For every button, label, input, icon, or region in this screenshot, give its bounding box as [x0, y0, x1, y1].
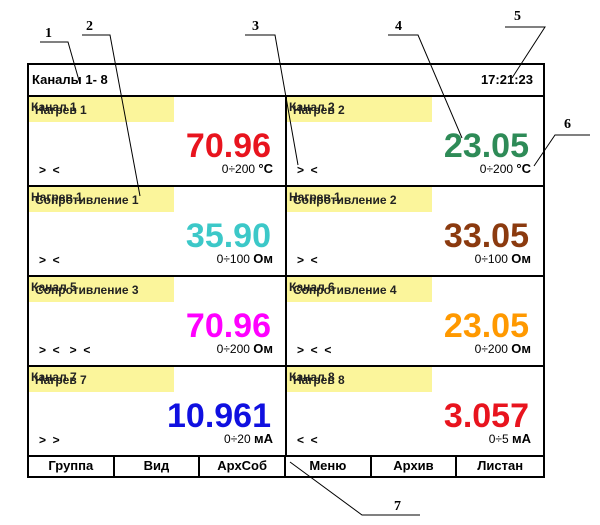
callout-number: 5	[514, 9, 521, 24]
channel-label: Нагрев 1	[31, 190, 83, 204]
channel-tag	[29, 97, 174, 122]
clock: 17:21:23	[480, 72, 533, 87]
limit-indicator: < <	[297, 433, 318, 447]
limit-indicator: > <	[39, 163, 60, 177]
channel-cell: Канал 2 Нагрев 2 23.05 0÷200 °C > <	[287, 97, 543, 187]
channel-label: Нагрев 1	[35, 103, 87, 117]
limit-indicator: > <	[297, 253, 318, 267]
range: 0÷20	[224, 432, 251, 446]
callout-number: 6	[564, 117, 571, 132]
limit-indicator: > >	[39, 433, 60, 447]
range: 0÷200	[221, 162, 256, 176]
soft-key[interactable]: Вид	[115, 455, 201, 476]
channel-label: Нагрев 7	[35, 373, 87, 387]
leader	[245, 34, 299, 166]
channel-tag	[287, 277, 432, 302]
callout-number: 7	[394, 499, 401, 514]
limit-indicator: > <	[297, 163, 318, 177]
range: 0÷200	[216, 342, 250, 356]
unit: Ом	[511, 341, 531, 356]
channel-tag	[287, 187, 432, 212]
channel-range: 0÷200 °C	[480, 161, 531, 176]
unit: мА	[511, 431, 531, 446]
channel-cell: Канал 6 Сопротивление 4 23.05 0÷200 Ом > < <	[287, 277, 543, 367]
channel-tag	[287, 97, 432, 122]
unit: °C	[258, 161, 273, 176]
leader	[82, 34, 141, 197]
channel-label: Канал 1	[31, 100, 77, 114]
channel-value: 70.96	[185, 307, 271, 345]
channel-range: 0÷100 Ом	[475, 251, 531, 266]
soft-key[interactable]: Меню	[286, 455, 372, 476]
limit-indicator: > < > <	[39, 343, 91, 357]
channel-cell: Канал 7 Нагрев 7 10.961 0÷20 мА > >	[29, 367, 287, 457]
channel-range: 0÷200 Ом	[217, 341, 273, 356]
limit-indicator: > < <	[297, 343, 332, 357]
channel-label: Канал 2	[289, 100, 335, 114]
leader	[40, 41, 81, 85]
channel-cell: Нагрев 1 Сопротивление 2 33.05 0÷100 Ом > <	[287, 187, 543, 277]
channel-range: 0÷20 мА	[224, 431, 273, 446]
callout-number: 3	[252, 19, 259, 34]
unit: °C	[516, 161, 531, 176]
channel-label: Сопротивление 2	[293, 193, 397, 207]
range: 0÷100	[474, 252, 508, 266]
channel-tag	[29, 367, 174, 392]
channel-tag	[29, 277, 174, 302]
soft-key[interactable]: Группа	[29, 455, 115, 476]
leader	[388, 34, 463, 139]
channel-value: 3.057	[443, 397, 529, 435]
channel-value: 70.96	[185, 127, 271, 165]
callout-number: 1	[45, 26, 52, 41]
soft-key[interactable]: АрхСоб	[200, 455, 286, 476]
channel-range: 0÷200 °C	[222, 161, 273, 176]
channel-label: Сопротивление 3	[35, 283, 139, 297]
device-screen: Каналы 1- 8 17:21:23 Канал 1 Нагрев 1 70.9…	[27, 63, 545, 478]
channel-label: Нагрев 2	[293, 103, 345, 117]
channel-label: Нагрев 8	[293, 373, 345, 387]
limit-indicator: > <	[39, 253, 60, 267]
channel-value: 10.961	[167, 397, 271, 435]
callout-number: 4	[395, 19, 402, 34]
channel-cell: Канал 1 Нагрев 1 70.96 0÷200 °C > <	[29, 97, 287, 187]
channel-tag	[29, 187, 174, 212]
unit: Ом	[253, 341, 273, 356]
channel-range: 0÷100 Ом	[217, 251, 273, 266]
unit: Ом	[511, 251, 531, 266]
channel-label: Канал 7	[31, 370, 77, 384]
channel-value: 33.05	[443, 217, 529, 255]
channel-label: Нагрев 1	[289, 190, 341, 204]
channel-cell: Канал 5 Сопротивление 3 70.96 0÷200 Ом > < >…	[29, 277, 287, 367]
soft-key[interactable]: Архив	[372, 455, 458, 476]
channel-cell: Нагрев 1 Сопротивление 1 35.90 0÷100 Ом > <	[29, 187, 287, 277]
channel-range: 0÷200 Ом	[475, 341, 531, 356]
range: 0÷100	[216, 252, 250, 266]
channel-label: Сопротивление 4	[293, 283, 397, 297]
leader	[505, 26, 546, 79]
unit: мА	[253, 431, 273, 446]
unit: Ом	[253, 251, 273, 266]
channel-range: 0÷5 мА	[489, 431, 531, 446]
channel-label: Канал 5	[31, 280, 77, 294]
range: 0÷200	[474, 342, 508, 356]
range: 0÷5	[488, 432, 509, 446]
channel-value: 35.90	[185, 217, 271, 255]
range: 0÷200	[479, 162, 514, 176]
channel-cell: Канал 8 Нагрев 8 3.057 0÷5 мА < <	[287, 367, 543, 457]
leader	[533, 134, 590, 167]
callout-number: 2	[86, 19, 93, 34]
channel-label: Канал 8	[289, 370, 335, 384]
soft-key[interactable]: Листан	[477, 458, 524, 473]
header-title: Каналы 1- 8	[32, 72, 108, 87]
channel-value: 23.05	[443, 127, 529, 165]
channel-tag	[287, 367, 432, 392]
leader	[289, 461, 420, 516]
channel-label: Канал 6	[289, 280, 335, 294]
channel-value: 23.05	[443, 307, 529, 345]
channel-label: Сопротивление 1	[35, 193, 139, 207]
